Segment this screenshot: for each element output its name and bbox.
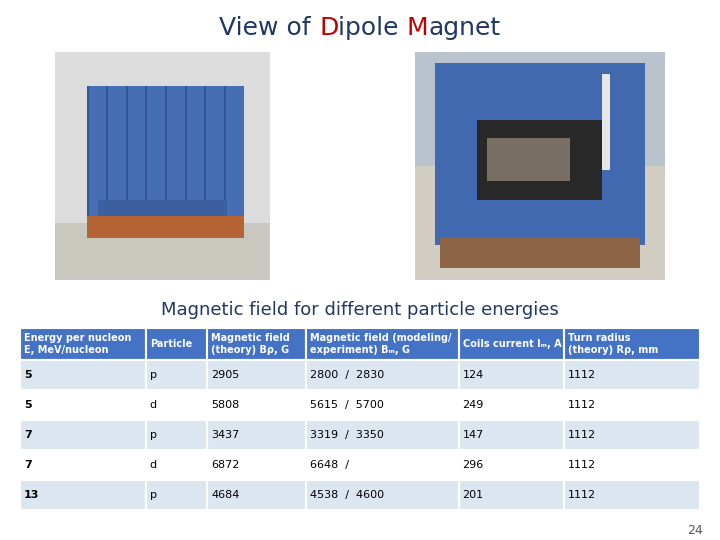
Text: Magnetic field for different particle energies: Magnetic field for different particle en… (161, 301, 559, 319)
Text: 1112: 1112 (568, 400, 596, 410)
Bar (207, 390, 305, 420)
Bar (20, 390, 145, 420)
Text: (theory) Rρ, mm: (theory) Rρ, mm (568, 345, 658, 355)
Bar (145, 420, 207, 450)
Bar (20, 360, 145, 390)
Bar (564, 480, 700, 510)
Bar (207, 360, 305, 390)
Bar (20, 480, 145, 510)
Text: p: p (150, 490, 157, 500)
Text: 296: 296 (463, 460, 484, 470)
Bar (564, 360, 700, 390)
Bar (564, 420, 700, 450)
Text: Magnetic field (modeling/: Magnetic field (modeling/ (310, 333, 451, 342)
Text: Energy per nucleon: Energy per nucleon (24, 333, 131, 342)
Text: 1112: 1112 (568, 490, 596, 500)
Bar (459, 480, 564, 510)
Text: 6872: 6872 (211, 460, 239, 470)
Text: D: D (319, 16, 338, 40)
Text: Turn radius: Turn radius (568, 333, 631, 342)
Bar (305, 390, 459, 420)
Bar (564, 328, 700, 360)
Text: (theory) Bρ, G: (theory) Bρ, G (211, 345, 289, 355)
Text: experiment) Bₘ, G: experiment) Bₘ, G (310, 345, 410, 355)
Text: 249: 249 (463, 400, 484, 410)
Text: View of: View of (220, 16, 319, 40)
Text: Magnetic field: Magnetic field (211, 333, 290, 342)
Text: 5615  /  5700: 5615 / 5700 (310, 400, 384, 410)
Bar (305, 420, 459, 450)
Text: 7: 7 (24, 460, 32, 470)
Bar (207, 328, 305, 360)
Text: 124: 124 (463, 370, 484, 380)
Text: 5: 5 (24, 400, 32, 410)
Text: ipole: ipole (338, 16, 407, 40)
Text: 13: 13 (24, 490, 40, 500)
Text: 5: 5 (24, 370, 32, 380)
Bar (145, 390, 207, 420)
Bar (305, 450, 459, 480)
Text: p: p (150, 370, 157, 380)
Bar (145, 328, 207, 360)
Bar (459, 360, 564, 390)
Text: Particle: Particle (150, 339, 192, 349)
Text: Coils current Iₘ, A: Coils current Iₘ, A (463, 339, 561, 349)
Bar (145, 450, 207, 480)
Text: 4684: 4684 (211, 490, 239, 500)
Text: 4538  /  4600: 4538 / 4600 (310, 490, 384, 500)
Text: 2905: 2905 (211, 370, 239, 380)
Bar (305, 480, 459, 510)
Text: agnet: agnet (428, 16, 500, 40)
Text: 1112: 1112 (568, 370, 596, 380)
Bar (305, 360, 459, 390)
Text: 2800  /  2830: 2800 / 2830 (310, 370, 384, 380)
Bar (20, 450, 145, 480)
Bar (20, 328, 145, 360)
Bar (305, 328, 459, 360)
Bar (459, 420, 564, 450)
Text: 6648  /: 6648 / (310, 460, 348, 470)
Text: E, MeV/nucleon: E, MeV/nucleon (24, 345, 109, 355)
Text: p: p (150, 430, 157, 440)
Text: d: d (150, 460, 157, 470)
Bar (459, 328, 564, 360)
Bar (564, 450, 700, 480)
Bar (145, 360, 207, 390)
Bar (459, 390, 564, 420)
Bar (459, 450, 564, 480)
Text: 5808: 5808 (211, 400, 239, 410)
Text: 1112: 1112 (568, 430, 596, 440)
Bar (564, 390, 700, 420)
Bar (207, 480, 305, 510)
Text: 201: 201 (463, 490, 484, 500)
Bar (145, 480, 207, 510)
Text: 24: 24 (687, 523, 703, 537)
Text: 1112: 1112 (568, 460, 596, 470)
Text: 3319  /  3350: 3319 / 3350 (310, 430, 384, 440)
Text: d: d (150, 400, 157, 410)
Text: 3437: 3437 (211, 430, 239, 440)
Bar (207, 420, 305, 450)
Text: 147: 147 (463, 430, 484, 440)
Bar (20, 420, 145, 450)
Bar (207, 450, 305, 480)
Text: M: M (407, 16, 428, 40)
Text: 7: 7 (24, 430, 32, 440)
